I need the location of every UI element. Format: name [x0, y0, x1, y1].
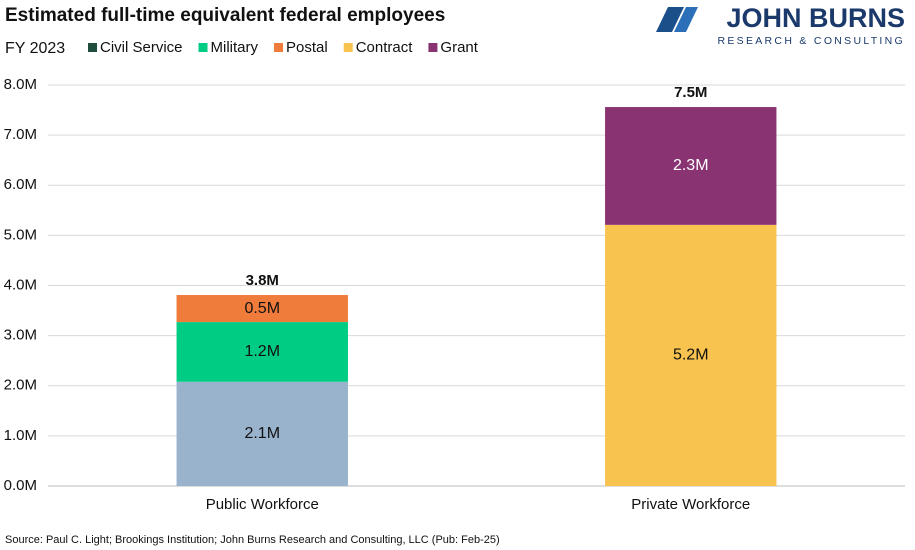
legend-swatch [428, 43, 438, 52]
value-label: 2.3M [673, 157, 709, 174]
y-tick-label: 7.0M [4, 126, 37, 143]
total-label: 7.5M [674, 84, 707, 101]
y-tick-label: 5.0M [4, 226, 37, 243]
y-tick-label: 3.0M [4, 327, 37, 344]
y-tick-label: 0.0M [4, 477, 37, 494]
x-tick-label: Public Workforce [206, 496, 319, 513]
y-tick-label: 1.0M [4, 427, 37, 444]
x-tick-label: Private Workforce [631, 496, 750, 513]
y-tick-label: 8.0M [4, 76, 37, 93]
y-tick-label: 4.0M [4, 276, 37, 293]
logo: JOHN BURNS RESEARCH & CONSULTING [656, 3, 905, 47]
source-note: Source: Paul C. Light; Brookings Institu… [5, 534, 500, 546]
legend-swatch [198, 43, 208, 52]
bar-segment [176, 295, 348, 323]
legend-label: Contract [356, 39, 414, 56]
legend-swatch [274, 43, 284, 52]
bar-segment [605, 107, 777, 225]
legend-label: Military [211, 39, 259, 56]
logo-tagline: RESEARCH & CONSULTING [717, 35, 905, 47]
total-label: 3.8M [246, 272, 279, 289]
value-label: 1.2M [244, 343, 280, 360]
logo-icon [656, 7, 684, 32]
y-tick-label: 6.0M [4, 176, 37, 193]
bar-segment [176, 381, 348, 486]
value-label: 0.5M [244, 300, 280, 317]
legend-label: Grant [440, 39, 478, 56]
legend-label: Civil Service [100, 39, 183, 56]
legend: Civil Service Military Postal Contract Grant [88, 39, 479, 56]
value-label: 2.1M [244, 425, 280, 442]
logo-icon [674, 7, 698, 32]
legend-swatch [88, 43, 97, 52]
bar-segment [605, 224, 777, 486]
y-tick-label: 2.0M [4, 377, 37, 394]
legend-label: Postal [286, 39, 328, 56]
subtitle: FY 2023 [5, 40, 65, 57]
chart-title: Estimated full-time equivalent federal e… [5, 5, 445, 26]
value-label: 5.2M [673, 347, 709, 364]
bar-segment [176, 322, 348, 382]
logo-name: JOHN BURNS [726, 3, 905, 33]
legend-swatch [343, 43, 353, 52]
